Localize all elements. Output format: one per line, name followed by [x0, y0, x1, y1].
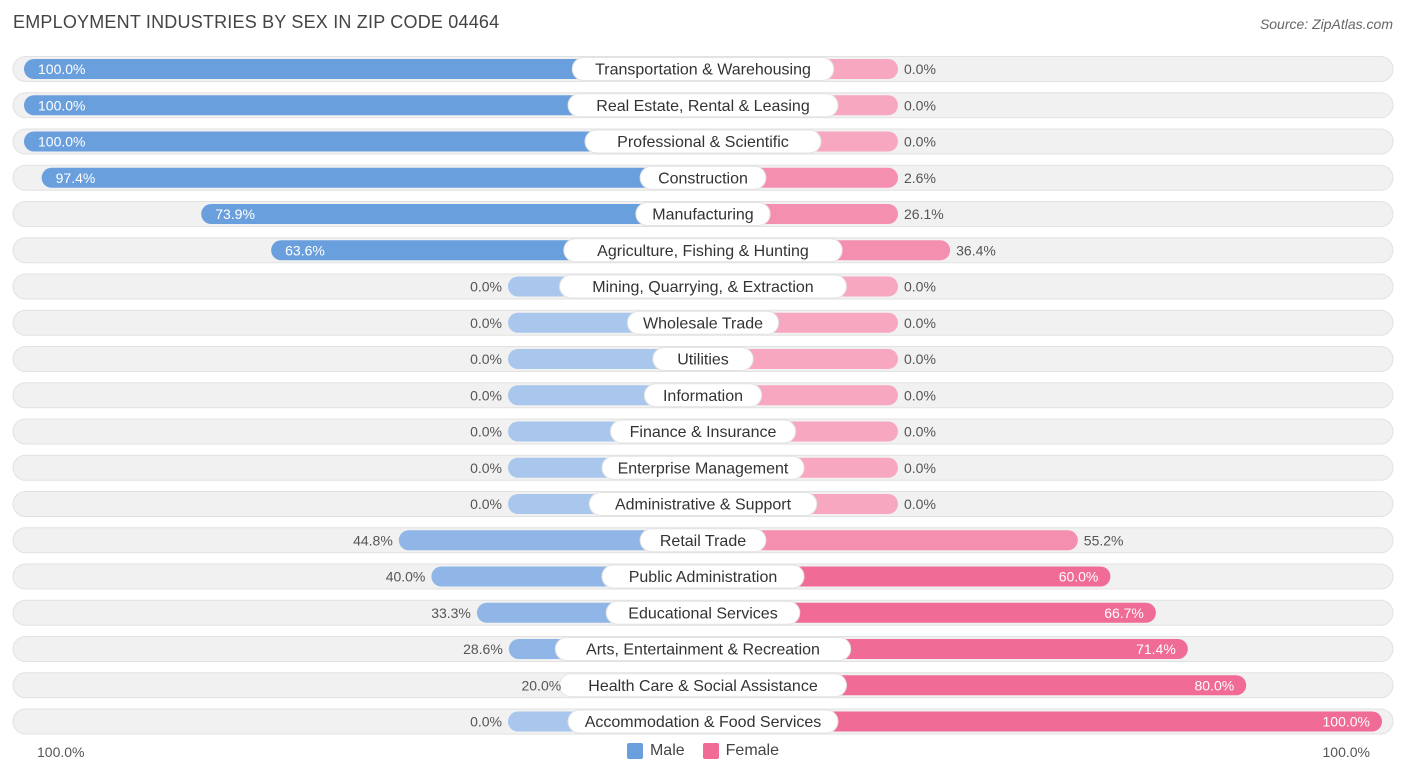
chart-title: EMPLOYMENT INDUSTRIES BY SEX IN ZIP CODE… [13, 12, 500, 32]
male-value-label: 0.0% [470, 387, 502, 403]
category-label-pill [563, 238, 843, 263]
category-label-pill [609, 419, 797, 444]
category-label-pill [559, 274, 847, 299]
category-label-pill [639, 165, 767, 190]
male-value-label: 0.0% [470, 351, 502, 367]
category-label: Enterprise Management [618, 460, 789, 477]
category-label: Accommodation & Food Services [585, 714, 822, 731]
category-label: Administrative & Support [615, 497, 792, 514]
female-value-label: 0.0% [904, 61, 936, 77]
female-value-label: 0.0% [904, 496, 936, 512]
category-label: Wholesale Trade [643, 315, 763, 332]
male-bar [24, 95, 703, 116]
male-value-label: 44.8% [353, 532, 393, 548]
female-value-label: 0.0% [904, 279, 936, 295]
legend-female-label: Female [725, 742, 780, 759]
category-label: Arts, Entertainment & Recreation [586, 642, 820, 659]
female-value-label: 0.0% [904, 387, 936, 403]
male-value-label: 28.6% [463, 641, 503, 657]
category-label-pill [567, 709, 839, 734]
male-value-label: 0.0% [470, 315, 502, 331]
male-value-label: 100.0% [38, 61, 85, 77]
category-label-pill [639, 528, 767, 553]
category-label: Mining, Quarrying, & Extraction [592, 279, 813, 296]
category-label: Public Administration [629, 569, 778, 586]
female-swatch-icon [702, 743, 719, 759]
male-value-label: 33.3% [431, 605, 471, 621]
male-bar [24, 131, 703, 152]
category-label: Real Estate, Rental & Leasing [596, 98, 809, 115]
female-bar [703, 566, 1111, 587]
category-label: Health Care & Social Assistance [588, 678, 818, 695]
category-label-pill [571, 57, 835, 81]
category-label: Construction [658, 170, 748, 187]
female-value-label: 66.7% [1104, 605, 1144, 621]
category-label: Retail Trade [660, 533, 746, 550]
female-value-label: 0.0% [904, 351, 936, 367]
category-label-pill [601, 564, 805, 589]
category-label-pill [635, 202, 771, 226]
source-label: Source: ZipAtlas.com [1259, 16, 1393, 32]
male-swatch-icon [626, 743, 643, 759]
legend-male-label: Male [649, 742, 685, 759]
male-value-label: 63.6% [285, 242, 325, 258]
male-value-label: 73.9% [215, 206, 255, 222]
category-label: Information [663, 388, 743, 405]
female-value-label: 0.0% [904, 460, 936, 476]
female-value-label: 100.0% [1323, 714, 1370, 730]
category-label-pill [643, 383, 763, 408]
male-value-label: 0.0% [470, 424, 502, 440]
legend: Male Female [0, 742, 1406, 760]
female-value-label: 80.0% [1194, 677, 1234, 693]
female-value-label: 0.0% [904, 97, 936, 113]
male-value-label: 100.0% [38, 134, 85, 150]
female-value-label: 0.0% [904, 424, 936, 440]
female-value-label: 26.1% [904, 206, 944, 222]
category-label-pill [584, 129, 822, 154]
legend-item-female[interactable]: Female [702, 742, 780, 760]
female-value-label: 71.4% [1136, 641, 1176, 657]
male-value-label: 0.0% [470, 279, 502, 295]
female-bar [703, 711, 1382, 732]
female-value-label: 60.0% [1059, 569, 1099, 585]
category-label-pill [605, 600, 801, 625]
legend-item-male[interactable]: Male [626, 742, 685, 760]
category-label: Transportation & Warehousing [595, 62, 811, 79]
category-label-pill [559, 673, 847, 698]
female-value-label: 55.2% [1084, 532, 1124, 548]
male-value-label: 97.4% [56, 170, 96, 186]
male-value-label: 0.0% [470, 496, 502, 512]
category-label-pill [588, 492, 818, 516]
male-bar [41, 167, 704, 188]
category-label-pill [652, 347, 754, 371]
male-bar [201, 204, 703, 224]
female-value-label: 0.0% [904, 315, 936, 331]
category-label: Professional & Scientific [617, 134, 789, 151]
category-label: Finance & Insurance [630, 424, 777, 441]
female-value-label: 36.4% [956, 242, 996, 258]
male-value-label: 100.0% [38, 97, 85, 113]
category-label-pill [554, 637, 852, 661]
male-value-label: 0.0% [470, 714, 502, 730]
male-value-label: 20.0% [521, 677, 561, 693]
category-label-pill [567, 93, 839, 118]
female-bar [703, 602, 1156, 623]
category-label-pill [626, 310, 780, 335]
male-value-label: 0.0% [470, 460, 502, 476]
male-bar [24, 59, 703, 79]
male-bar [398, 530, 703, 551]
category-label-pill [601, 455, 805, 480]
female-value-label: 0.0% [904, 134, 936, 150]
female-value-label: 2.6% [904, 170, 936, 186]
category-label: Utilities [677, 352, 729, 369]
male-value-label: 40.0% [386, 569, 426, 585]
axis-right-label: 100.0% [1322, 744, 1370, 760]
category-label: Educational Services [628, 605, 777, 622]
female-bar [703, 530, 1078, 551]
category-label: Agriculture, Fishing & Hunting [597, 243, 809, 260]
axis-left-label: 100.0% [37, 744, 85, 760]
category-label: Manufacturing [652, 207, 753, 224]
